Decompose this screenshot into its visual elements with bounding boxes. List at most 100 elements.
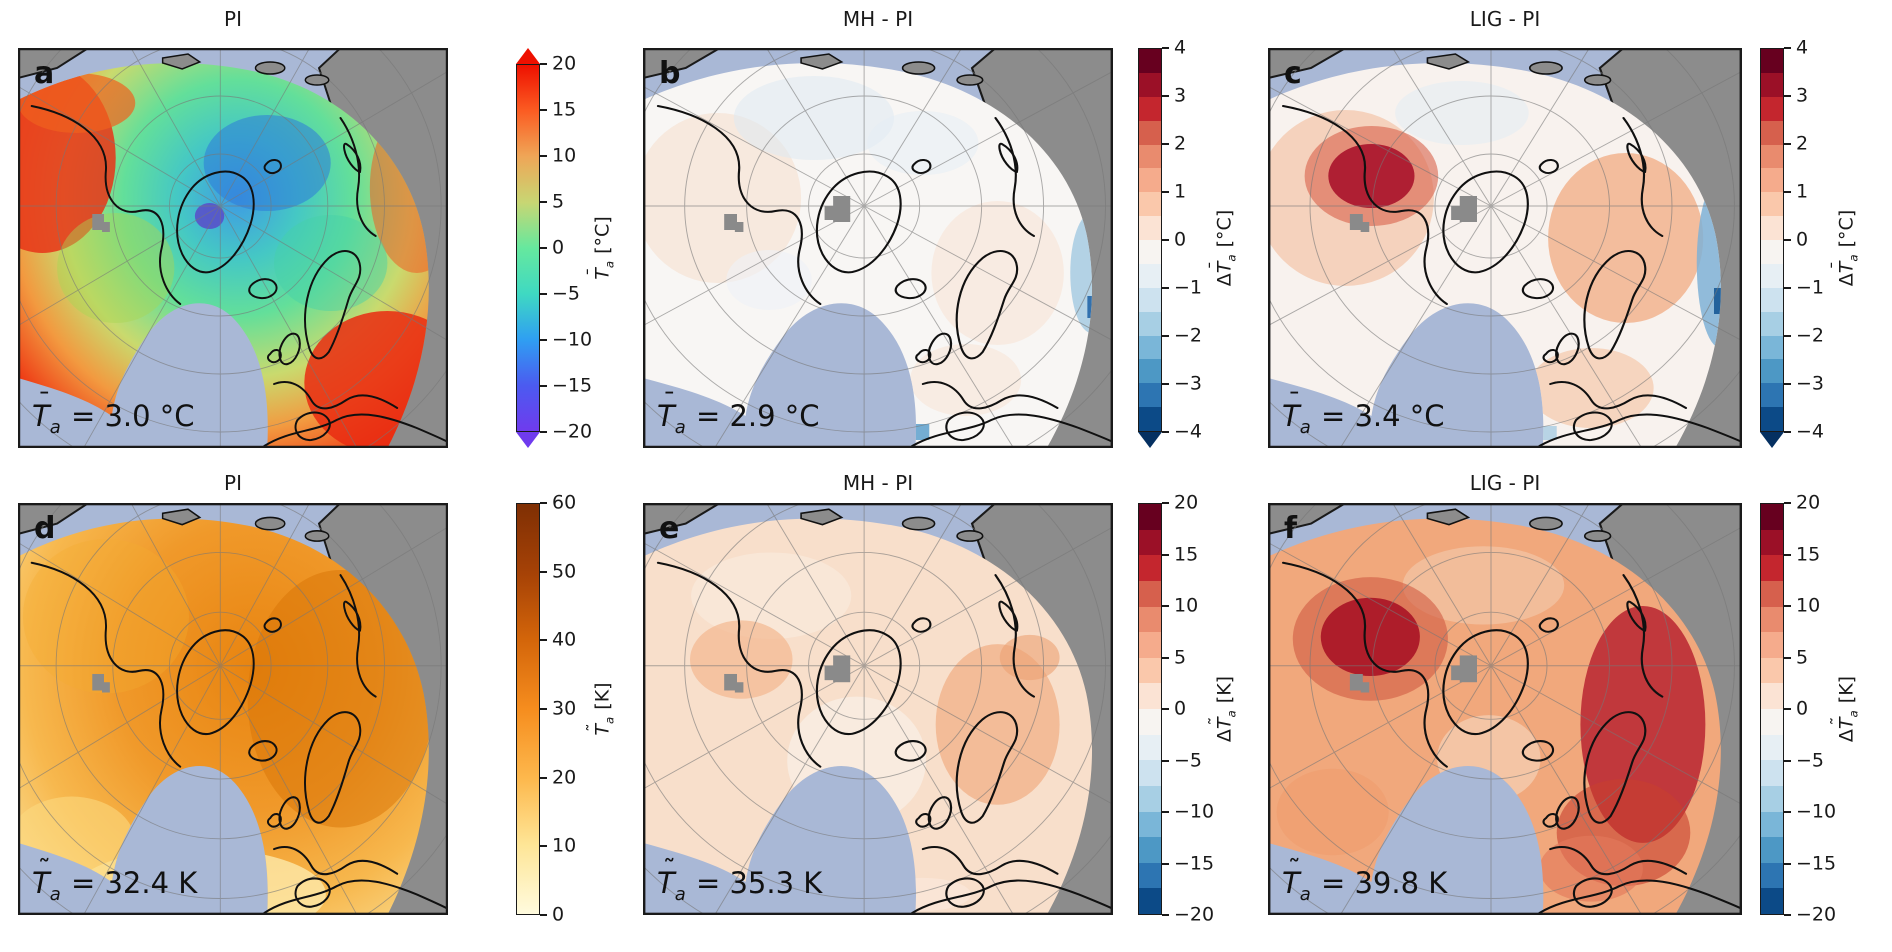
colorbar-tick-label: 15	[1174, 543, 1199, 566]
colorbar-segment	[1139, 192, 1161, 217]
panel-a-annotation: ¯ Ta = 3.0 °C	[32, 388, 195, 438]
colorbar-tick-label: 2	[1796, 132, 1809, 155]
colorbar-tick-mark	[1162, 191, 1169, 193]
panel-a-map-canvas	[18, 48, 448, 448]
temp-symbol: ¯ Ta	[32, 388, 62, 438]
colorbar-segment	[1761, 862, 1783, 889]
colorbar-a: 20 15 10 5 0 −5 −10 −15 −20 ¯ Ta [°C]	[516, 48, 666, 448]
colorbar-b-ticks: 4 3 2 1 0 −1 −2 −3 −4	[1162, 37, 1232, 443]
colorbar-a-ticks: 20 15 10 5 0 −5 −10 −15 −20	[540, 53, 610, 443]
colorbar-f: 20 15 10 5 0 −5 −10 −15 −20 Δ ˜ Ta [K]	[1760, 492, 1892, 926]
map-frame	[18, 48, 448, 448]
colorbar-d-ticks: 60 50 40 30 20 10 0	[540, 492, 610, 926]
colorbar-tick-label: 1	[1174, 180, 1187, 203]
colorbar-tick-label: 40	[552, 628, 577, 651]
colorbar-d: 60 50 40 30 20 10 0 ˜ Ta [K]	[516, 492, 666, 926]
colorbar-d-unit-label: ˜ Ta [K]	[584, 682, 617, 736]
colorbar-tick-mark	[1784, 553, 1791, 556]
colorbar-tick-label: 10	[552, 144, 577, 167]
colorbar-tick-label: −1	[1174, 276, 1203, 299]
colorbar-segment	[1139, 888, 1161, 914]
colorbar-tick-mark	[1162, 811, 1169, 813]
colorbar-segment	[1761, 144, 1783, 169]
colorbar-a-arrow-down	[516, 432, 540, 448]
colorbar-e-bar	[1138, 503, 1162, 915]
colorbar-f-bar	[1760, 503, 1784, 915]
colorbar-tick-label: 15	[552, 98, 577, 121]
colorbar-tick-mark	[1784, 656, 1791, 659]
colorbar-segment	[1139, 837, 1161, 863]
panel-b-title: MH - PI	[842, 7, 914, 31]
colorbar-c-arrow-down	[1760, 432, 1784, 448]
panel-d-label: d	[34, 511, 56, 546]
colorbar-segment	[1139, 632, 1161, 658]
colorbar-segment	[1761, 760, 1783, 786]
colorbar-segment	[1139, 311, 1161, 336]
temp-symbol: ˜ Ta	[657, 855, 686, 905]
colorbar-segment	[1139, 72, 1161, 97]
colorbar-tick-label: −10	[552, 328, 593, 351]
temp-symbol: ¯ Ta	[657, 388, 686, 438]
colorbar-segment	[1139, 287, 1161, 312]
panel-b-map: b ¯ Ta = 2.9 °C	[643, 48, 1113, 448]
colorbar-tick-mark	[540, 776, 547, 779]
panel-f-title: LIG - PI	[1469, 471, 1541, 495]
colorbar-tick-label: −5	[1174, 749, 1203, 772]
panel-d-title: PI	[224, 471, 242, 495]
colorbar-tick-mark	[540, 845, 547, 848]
colorbar-b: 4 3 2 1 0 −1 −2 −3 −4 Δ ¯ Ta [°C]	[1138, 37, 1288, 448]
colorbar-segment	[1761, 72, 1783, 97]
colorbar-segment	[1139, 263, 1161, 288]
colorbar-tick-label: −10	[1174, 800, 1215, 823]
annotation-value: = 39.8 K	[1320, 866, 1448, 901]
colorbar-c: 4 3 2 1 0 −1 −2 −3 −4 Δ ¯ Ta [°C]	[1760, 37, 1892, 448]
anomaly-blobs	[1268, 81, 1721, 440]
colorbar-tick-mark	[1784, 143, 1791, 145]
colorbar-tick-mark	[1162, 239, 1169, 241]
accent: ¯	[37, 388, 51, 419]
colorbar-tick-label: −20	[552, 420, 593, 443]
panel-a-title: PI	[224, 7, 242, 31]
colorbar-tick-mark	[1162, 502, 1169, 504]
colorbar-tick-mark	[1162, 287, 1169, 289]
colorbar-segment	[1761, 837, 1783, 863]
colorbar-tick-mark	[540, 201, 547, 203]
panel-b-annotation: ¯ Ta = 2.9 °C	[657, 388, 820, 438]
panel-f-map-canvas	[1268, 503, 1742, 915]
colorbar-a-bar	[516, 64, 540, 432]
colorbar-tick-mark	[1162, 335, 1169, 337]
colorbar-tick-mark	[1784, 759, 1791, 762]
panel-e-title: MH - PI	[842, 471, 914, 495]
colorbar-e: 20 15 10 5 0 −5 −10 −15 −20 Δ ˜ Ta [K]	[1138, 492, 1288, 926]
panel-d-map: d ˜ Ta = 32.4 K	[18, 503, 448, 915]
colorbar-tick-label: 5	[552, 190, 565, 213]
colorbar-tick-label: 0	[552, 903, 565, 926]
panel-e-map-canvas	[643, 503, 1113, 915]
colorbar-tick-label: 0	[552, 236, 565, 259]
annotation-value: = 2.9 °C	[695, 399, 820, 434]
colorbar-tick-label: −3	[1796, 372, 1825, 395]
colorbar-tick-mark	[1162, 553, 1169, 556]
colorbar-segment	[1761, 683, 1783, 709]
colorbar-segment	[1761, 709, 1783, 735]
panel-e-annotation: ˜ Ta = 35.3 K	[657, 855, 823, 905]
colorbar-tick-mark	[540, 385, 547, 387]
colorbar-c-unit-label: Δ ¯ Ta [°C]	[1828, 209, 1861, 287]
annotation-value: = 35.3 K	[695, 866, 823, 901]
colorbar-segment	[1139, 734, 1161, 761]
colorbar-segment	[1761, 734, 1783, 761]
colorbar-segment	[1761, 504, 1783, 530]
colorbar-tick-label: 0	[1174, 697, 1187, 720]
colorbar-tick-mark	[1784, 239, 1791, 241]
colorbar-tick-mark	[1162, 708, 1169, 710]
colorbar-segment	[1761, 632, 1783, 658]
colorbar-tick-label: 0	[1796, 697, 1809, 720]
colorbar-segment	[1761, 811, 1783, 838]
colorbar-f-unit-label: Δ ˜ Ta [K]	[1828, 675, 1861, 743]
colorbar-tick-label: 0	[1174, 228, 1187, 251]
colorbar-segment	[1761, 529, 1783, 556]
colorbar-segment	[1761, 383, 1783, 408]
colorbar-b-bar	[1138, 48, 1162, 432]
colorbar-tick-label: 20	[552, 52, 577, 75]
